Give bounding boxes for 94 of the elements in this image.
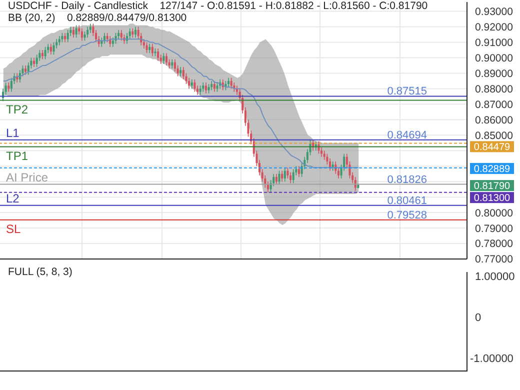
ref-line-label: L2 — [6, 191, 20, 206]
candlestick — [58, 36, 60, 46]
annotation: 0.81826 — [387, 174, 427, 186]
y-tick-label: 0.86000 — [475, 114, 514, 126]
candlestick — [112, 37, 114, 48]
annotation: 0.84694 — [387, 129, 427, 142]
y-tick-label: 0.93000 — [475, 6, 514, 18]
candlestick — [41, 50, 44, 60]
candlestick — [162, 52, 165, 64]
candlestick — [230, 77, 232, 90]
text: BB (20, 2) 0.82889/0.84479/0.81300 — [8, 12, 187, 24]
candlestick — [165, 52, 168, 66]
candlestick — [182, 66, 184, 80]
annotation: 0.79528 — [387, 210, 427, 222]
candlestick — [171, 58, 174, 69]
candlestick — [52, 42, 55, 56]
candlestick — [148, 43, 151, 54]
y-tick-label: 0.78000 — [475, 238, 514, 250]
candlestick — [8, 82, 10, 92]
y-tick-label: 0.85000 — [475, 130, 514, 142]
candlestick — [120, 29, 122, 42]
text: 1.00000 — [475, 271, 515, 283]
candlestick — [61, 32, 64, 43]
candlestick — [72, 26, 74, 38]
annotation: 0.80461 — [387, 195, 427, 208]
candlestick — [213, 80, 216, 92]
candlestick — [281, 170, 284, 182]
y-tick-label: 0.92000 — [475, 22, 514, 34]
ref-line-label: SL — [6, 222, 22, 236]
candlestick — [134, 26, 136, 38]
chart-title: USDCHF - Daily - Candlestick 127/147 - O:0.81591 - H:0.81882 - L:0.81560 - C:0.81790 — [8, 0, 428, 12]
ref-line-label: L1 — [6, 126, 20, 140]
text: -1.00000 — [470, 353, 514, 365]
ref-line-label: TP1 — [6, 148, 28, 163]
candlestick — [275, 173, 278, 186]
annotation: 0.87515 — [387, 86, 427, 98]
y-tick-label: 0.77000 — [475, 254, 514, 266]
candlestick — [33, 57, 36, 68]
text: 0 — [475, 312, 482, 324]
text: FULL (5, 8, 3) — [8, 266, 72, 278]
y-tick-label: 0.88000 — [475, 83, 514, 96]
candlestick — [44, 46, 46, 60]
candlestick — [89, 23, 92, 34]
candlestick — [157, 48, 160, 62]
candlestick — [290, 172, 292, 184]
candlestick — [204, 82, 207, 94]
candlestick — [27, 62, 30, 76]
candlestick — [24, 65, 27, 76]
candlestick — [132, 28, 134, 38]
candlestick — [64, 32, 66, 43]
candlestick — [188, 77, 190, 90]
y-tick-label: 0.90000 — [475, 52, 514, 64]
candlestick — [208, 84, 210, 94]
y-tick-label: 0.89000 — [475, 68, 514, 80]
candlestick — [174, 58, 176, 72]
y-tick-label: 0.91000 — [475, 36, 514, 49]
ref-line-label: 0.84479 — [474, 142, 511, 154]
ref-line-label: 0.81300 — [474, 193, 511, 204]
text: 0.81790 — [474, 181, 511, 192]
candlestick — [190, 79, 193, 90]
candlestick — [100, 37, 103, 48]
candlestick — [84, 31, 86, 42]
candlestick — [146, 42, 148, 54]
candlestick — [286, 167, 289, 179]
candlestick — [36, 54, 38, 68]
candlestick — [118, 29, 120, 40]
y-tick-label: 0.79000 — [475, 222, 514, 235]
candlestick — [199, 85, 202, 96]
candlestick — [278, 170, 280, 186]
candlestick — [128, 28, 131, 40]
candlestick — [298, 166, 300, 178]
ref-line-label: AI Price — [6, 170, 48, 184]
y-tick-label: 0.80000 — [475, 207, 514, 220]
candlestick — [202, 82, 204, 92]
candlestick — [151, 43, 154, 57]
candlestick — [106, 32, 108, 43]
candlestick — [323, 150, 326, 160]
candlestick — [66, 29, 69, 43]
candlestick — [180, 66, 182, 77]
candlestick — [80, 28, 83, 42]
candlestick — [75, 24, 78, 38]
y-tick-label: 0.87000 — [475, 98, 514, 111]
candlestick — [216, 82, 218, 92]
candlestick — [210, 80, 213, 91]
candlestick — [86, 26, 89, 38]
ref-line-label: 0.82889 — [474, 164, 511, 175]
candlestick — [292, 168, 294, 184]
candlestick — [50, 43, 52, 56]
candlestick — [228, 77, 230, 88]
ref-line-label: TP2 — [6, 102, 28, 116]
candlestick — [354, 176, 356, 192]
candlestick — [284, 167, 286, 182]
candlestick — [10, 77, 12, 92]
candlestick — [194, 79, 196, 92]
